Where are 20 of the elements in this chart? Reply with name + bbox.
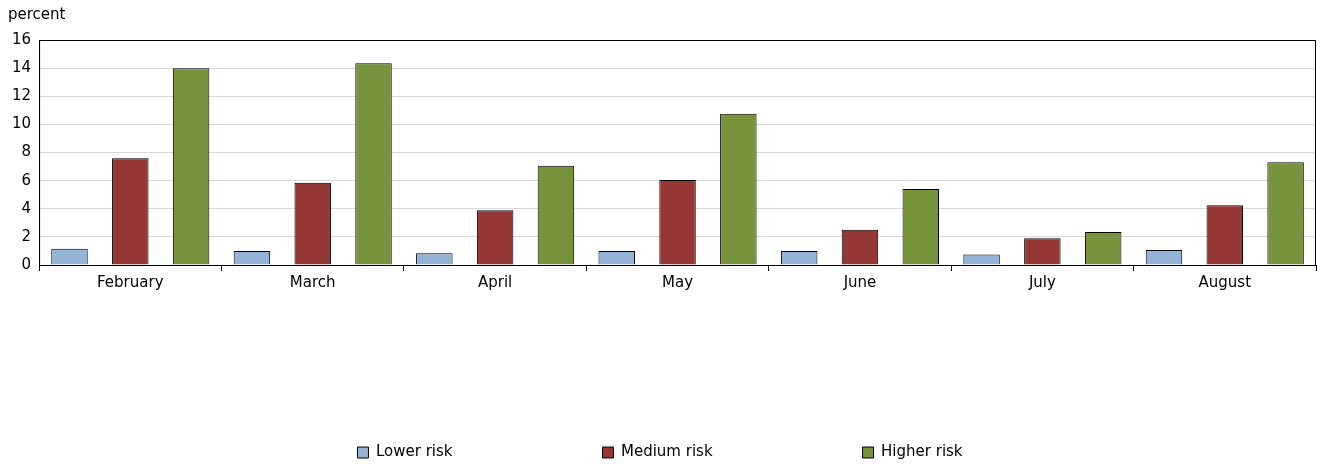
x-tick-label: February (97, 272, 164, 291)
x-tick-label: August (1198, 272, 1252, 291)
y-tick-label: 4 (21, 198, 32, 217)
y-tick-label: 12 (11, 86, 32, 105)
y-tick-label: 8 (21, 142, 32, 161)
y-tick-label: 10 (11, 114, 32, 133)
legend-label: Higher risk (881, 442, 963, 461)
y-tick-label: 2 (21, 226, 32, 245)
x-tick-label: April (477, 272, 513, 291)
y-axis-title: percent (8, 5, 66, 24)
y-tick-label: 0 (21, 254, 32, 273)
x-tick-label: July (1027, 272, 1056, 291)
legend-label: Medium risk (620, 442, 713, 461)
y-tick-label: 16 (11, 29, 32, 48)
y-tick-label: 6 (21, 170, 32, 189)
x-tick-label: June (842, 272, 877, 291)
x-tick-label: March (289, 272, 336, 291)
y-tick-label: 14 (11, 58, 32, 77)
x-tick-label: May (662, 272, 694, 291)
legend-label: Lower risk (375, 442, 453, 461)
